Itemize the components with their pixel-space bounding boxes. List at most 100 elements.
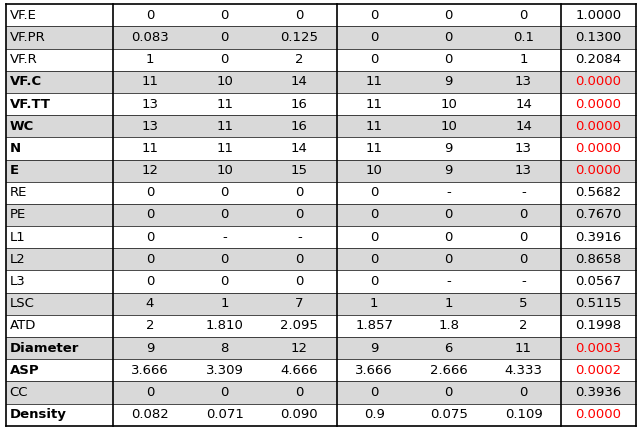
Text: 2.095: 2.095 — [281, 319, 318, 332]
Text: 11: 11 — [365, 98, 383, 111]
Text: 0: 0 — [519, 230, 528, 244]
Text: 0.9: 0.9 — [363, 408, 385, 421]
Text: 12: 12 — [291, 341, 308, 355]
Text: 0.125: 0.125 — [281, 31, 318, 44]
Text: -: - — [446, 186, 451, 200]
Text: 16: 16 — [291, 120, 308, 133]
Text: 0: 0 — [146, 186, 154, 200]
Text: 0.0002: 0.0002 — [575, 364, 621, 377]
Text: 13: 13 — [515, 164, 532, 177]
Text: 8: 8 — [220, 341, 229, 355]
Text: 13: 13 — [515, 75, 532, 89]
Text: 0: 0 — [146, 230, 154, 244]
Text: L3: L3 — [10, 275, 26, 288]
Text: 0.082: 0.082 — [131, 408, 169, 421]
Text: 0: 0 — [295, 253, 304, 266]
Text: 14: 14 — [515, 98, 532, 111]
Text: 0.5682: 0.5682 — [575, 186, 621, 200]
Text: 0: 0 — [146, 209, 154, 221]
Text: 0: 0 — [370, 209, 378, 221]
Text: 0.0000: 0.0000 — [575, 120, 621, 133]
Text: 0: 0 — [370, 53, 378, 66]
Text: 11: 11 — [365, 142, 383, 155]
Text: -: - — [446, 275, 451, 288]
Text: 0: 0 — [146, 253, 154, 266]
Bar — [6, 115, 636, 137]
Bar — [6, 49, 636, 71]
Text: 9: 9 — [445, 164, 453, 177]
Bar — [6, 381, 636, 403]
Text: 0.3916: 0.3916 — [575, 230, 621, 244]
Text: 9: 9 — [445, 142, 453, 155]
Text: 0: 0 — [370, 275, 378, 288]
Text: 0.8658: 0.8658 — [575, 253, 621, 266]
Text: 2: 2 — [519, 319, 528, 332]
Text: 0: 0 — [370, 31, 378, 44]
Text: 4.666: 4.666 — [281, 364, 318, 377]
Text: 0: 0 — [295, 186, 304, 200]
Text: -: - — [521, 186, 526, 200]
Text: 11: 11 — [216, 120, 233, 133]
Bar — [6, 160, 636, 182]
Text: 0: 0 — [295, 275, 304, 288]
Text: 1.0000: 1.0000 — [575, 9, 621, 22]
Bar — [6, 182, 636, 204]
Text: 0.0000: 0.0000 — [575, 164, 621, 177]
Text: 11: 11 — [216, 98, 233, 111]
Text: 11: 11 — [216, 142, 233, 155]
Text: VF.R: VF.R — [10, 53, 37, 66]
Text: 0: 0 — [220, 253, 229, 266]
Text: 13: 13 — [141, 120, 159, 133]
Text: 14: 14 — [291, 142, 308, 155]
Text: CC: CC — [10, 386, 28, 399]
Text: 3.666: 3.666 — [131, 364, 169, 377]
Text: 0.0003: 0.0003 — [575, 341, 621, 355]
Text: 0: 0 — [146, 9, 154, 22]
Text: 1.810: 1.810 — [205, 319, 243, 332]
Text: 0: 0 — [445, 253, 453, 266]
Text: 13: 13 — [515, 142, 532, 155]
Text: E: E — [10, 164, 19, 177]
Bar — [6, 93, 636, 115]
Text: 0: 0 — [519, 9, 528, 22]
Bar — [6, 137, 636, 160]
Text: 3.666: 3.666 — [355, 364, 393, 377]
Text: 0: 0 — [445, 209, 453, 221]
Text: VF.PR: VF.PR — [10, 31, 46, 44]
Text: 1.8: 1.8 — [438, 319, 459, 332]
Text: 0.1: 0.1 — [513, 31, 534, 44]
Bar — [6, 359, 636, 381]
Text: VF.TT: VF.TT — [10, 98, 51, 111]
Text: 0: 0 — [370, 186, 378, 200]
Bar — [6, 403, 636, 426]
Text: WC: WC — [10, 120, 34, 133]
Text: VF.C: VF.C — [10, 75, 42, 89]
Text: 4: 4 — [146, 297, 154, 310]
Text: 0.083: 0.083 — [131, 31, 169, 44]
Bar — [6, 226, 636, 248]
Bar — [6, 315, 636, 337]
Bar — [6, 204, 636, 226]
Text: 1: 1 — [519, 53, 528, 66]
Text: 9: 9 — [445, 75, 453, 89]
Text: Diameter: Diameter — [10, 341, 79, 355]
Text: 1: 1 — [146, 53, 154, 66]
Text: 11: 11 — [365, 75, 383, 89]
Text: 11: 11 — [365, 120, 383, 133]
Text: 0: 0 — [370, 386, 378, 399]
Text: 12: 12 — [141, 164, 159, 177]
Text: 0.2084: 0.2084 — [575, 53, 621, 66]
Text: ASP: ASP — [10, 364, 39, 377]
Text: 6: 6 — [445, 341, 453, 355]
Text: 0: 0 — [220, 186, 229, 200]
Text: 10: 10 — [366, 164, 383, 177]
Bar — [6, 248, 636, 270]
Text: PE: PE — [10, 209, 26, 221]
Text: 0: 0 — [295, 386, 304, 399]
Text: 10: 10 — [440, 120, 457, 133]
Text: 9: 9 — [146, 341, 154, 355]
Text: 0.0000: 0.0000 — [575, 98, 621, 111]
Text: 10: 10 — [216, 164, 233, 177]
Text: 0: 0 — [519, 209, 528, 221]
Text: 11: 11 — [141, 75, 159, 89]
